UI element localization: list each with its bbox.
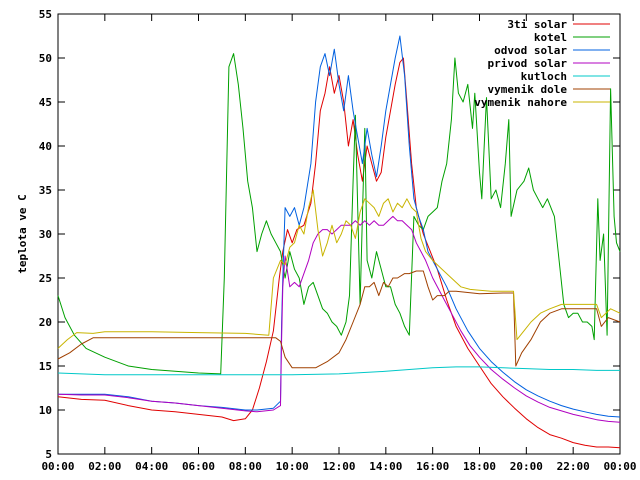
y-tick-label: 45 [39, 96, 52, 109]
x-tick-label: 00:00 [603, 460, 636, 473]
x-tick-label: 06:00 [182, 460, 215, 473]
series-line-0 [57, 57, 621, 449]
y-tick-label: 40 [39, 140, 52, 153]
legend-label: 3ti solar [507, 18, 567, 31]
x-tick-label: 22:00 [557, 460, 590, 473]
series-line-1 [57, 53, 621, 375]
series-lines [57, 35, 621, 449]
x-tick-label: 18:00 [463, 460, 496, 473]
x-tick-label: 02:00 [88, 460, 121, 473]
y-tick-label: 30 [39, 228, 52, 241]
series-line-5 [57, 270, 621, 369]
y-tick-label: 10 [39, 404, 52, 417]
x-tick-label: 14:00 [369, 460, 402, 473]
x-tick-label: 16:00 [416, 460, 449, 473]
y-tick-label: 15 [39, 360, 52, 373]
legend-label: kutloch [521, 70, 567, 83]
x-tick-label: 00:00 [41, 460, 74, 473]
legend-label: kotel [534, 31, 567, 44]
y-tick-label: 25 [39, 272, 52, 285]
y-axis-label: teplota ve C [16, 194, 29, 273]
x-tick-label: 12:00 [322, 460, 355, 473]
series-line-6 [57, 189, 621, 349]
x-tick-label: 20:00 [510, 460, 543, 473]
x-tick-label: 04:00 [135, 460, 168, 473]
series-line-4 [57, 366, 620, 376]
y-tick-label: 5 [45, 448, 52, 461]
y-tick-label: 35 [39, 184, 52, 197]
legend-label: odvod solar [494, 44, 567, 57]
series-line-2 [58, 35, 621, 418]
x-tick-label: 10:00 [276, 460, 309, 473]
legend-label: privod solar [488, 57, 568, 70]
y-tick-label: 20 [39, 316, 52, 329]
x-tick-label: 08:00 [229, 460, 262, 473]
axis-ticks: 5 10 15 20 25 30 35 40 45 50 55 00:00 02:00 04:00 06:0… [39, 8, 637, 473]
y-tick-label: 55 [39, 8, 52, 21]
legend-label: vymenik nahore [474, 96, 567, 109]
legend-label: vymenik dole [488, 83, 568, 96]
series-line-3 [57, 215, 621, 423]
y-tick-label: 50 [39, 52, 52, 65]
